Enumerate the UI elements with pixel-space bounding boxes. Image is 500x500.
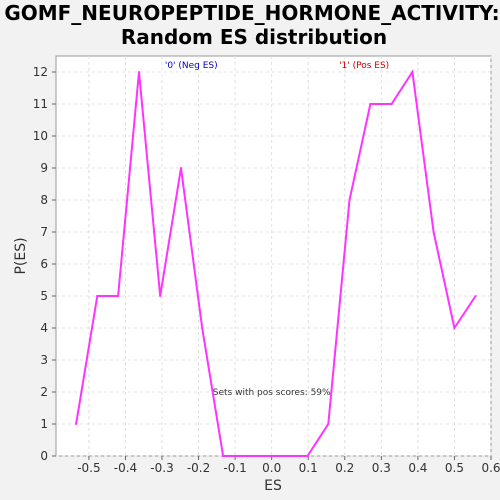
x-tick-label: 0.3 xyxy=(372,461,391,475)
y-tick-label: 12 xyxy=(33,65,48,79)
y-tick-label: 4 xyxy=(40,321,48,335)
data-point xyxy=(348,199,351,201)
x-tick-label: -0.5 xyxy=(77,461,100,475)
y-tick-label: 9 xyxy=(40,161,48,175)
x-tick-label: 0.5 xyxy=(445,461,464,475)
x-tick-label: -0.4 xyxy=(114,461,137,475)
data-point xyxy=(201,327,204,329)
y-tick-label: 3 xyxy=(40,353,48,367)
data-points xyxy=(75,71,477,457)
data-point xyxy=(264,455,267,457)
x-tick-label: -0.3 xyxy=(150,461,173,475)
y-axis-label: P(ES) xyxy=(13,237,29,274)
x-tick-label: -0.2 xyxy=(187,461,210,475)
y-tick-label: 2 xyxy=(40,385,48,399)
x-tick-label: 0.4 xyxy=(408,461,427,475)
data-point xyxy=(75,423,78,425)
y-tick-label: 1 xyxy=(40,417,48,431)
x-tick-label: -0.1 xyxy=(223,461,246,475)
grid xyxy=(56,56,492,457)
data-point xyxy=(474,295,477,297)
data-point xyxy=(306,455,309,457)
data-point xyxy=(222,455,225,457)
es-distribution-line xyxy=(75,69,477,457)
y-tick-label: 6 xyxy=(40,257,48,271)
y-tick-label: 8 xyxy=(40,193,48,207)
data-point xyxy=(159,295,162,297)
y-tick-label: 0 xyxy=(40,449,48,463)
data-point xyxy=(285,455,288,457)
y-tick-label: 7 xyxy=(40,225,48,239)
data-point xyxy=(117,295,120,297)
data-point xyxy=(243,455,246,457)
y-tick-label: 11 xyxy=(33,97,48,111)
pos-es-label: '1' (Pos ES) xyxy=(339,61,389,71)
data-point xyxy=(453,327,456,329)
x-tick-label: 0.6 xyxy=(481,461,500,475)
x-tick-label: 0.0 xyxy=(262,461,281,475)
data-point xyxy=(390,103,393,105)
data-point xyxy=(327,423,330,425)
data-point xyxy=(369,103,372,105)
x-axis-label: ES xyxy=(264,478,282,494)
y-tick-label: 10 xyxy=(33,129,48,143)
data-point xyxy=(180,167,183,169)
data-point xyxy=(96,295,99,297)
data-point xyxy=(411,71,414,73)
x-tick-label: 0.2 xyxy=(335,461,354,475)
sets-pos-scores-label: Sets with pos scores: 59% xyxy=(213,388,331,398)
data-point xyxy=(137,71,140,73)
ticks: -0.5 -0.4 -0.3 -0.2 -0.1 0.0 0.1 0.2 0.3 0.4 0.5 0.… xyxy=(33,65,500,475)
chart-title-line1: GOMF_NEUROPEPTIDE_HORMONE_ACTIVITY: xyxy=(4,1,499,25)
chart-title-line2: Random ES distribution xyxy=(121,25,387,49)
y-tick-label: 5 xyxy=(40,289,48,303)
neg-es-label: '0' (Neg ES) xyxy=(165,61,218,71)
x-tick-label: 0.1 xyxy=(299,461,318,475)
data-point xyxy=(432,231,435,233)
